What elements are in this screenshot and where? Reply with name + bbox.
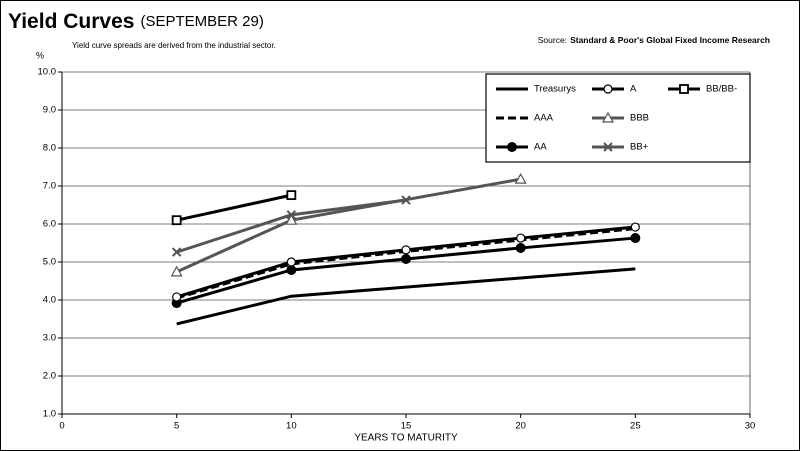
title-main: Yield Curves xyxy=(8,10,134,33)
marker xyxy=(171,215,182,226)
marker xyxy=(507,142,517,152)
marker xyxy=(286,210,297,220)
marker xyxy=(286,264,297,275)
y-tick-label: 8.0 xyxy=(43,143,56,154)
marker xyxy=(603,142,613,152)
marker xyxy=(172,292,182,302)
x-tick-label: 0 xyxy=(59,421,64,432)
legend-label: BBB xyxy=(630,113,649,124)
title-note: (SEPTEMBER 29) xyxy=(140,13,263,30)
legend-label: A xyxy=(630,84,637,95)
x-axis-label: YEARS TO MATURITY xyxy=(354,433,458,444)
y-tick-label: 9.0 xyxy=(43,105,56,116)
marker xyxy=(603,84,613,94)
legend-label: Treasurys xyxy=(534,84,576,95)
series-line xyxy=(176,267,636,326)
source-name: Standard & Poor's Global Fixed Income Re… xyxy=(570,35,770,45)
marker xyxy=(171,247,182,257)
series-line xyxy=(176,193,292,222)
marker xyxy=(286,257,296,267)
marker xyxy=(401,195,411,205)
y-tick-label: 3.0 xyxy=(43,333,56,344)
x-tick-label: 30 xyxy=(745,421,756,432)
x-tick-label: 10 xyxy=(286,421,297,432)
marker xyxy=(170,265,183,277)
y-tick-label: 1.0 xyxy=(43,409,56,420)
y-tick-label: 7.0 xyxy=(43,181,56,192)
legend-label: AAA xyxy=(534,113,554,124)
marker xyxy=(286,190,297,201)
y-tick-label: 4.0 xyxy=(43,295,56,306)
y-tick-label: 5.0 xyxy=(43,257,56,268)
marker xyxy=(285,213,298,225)
y-tick-label: 2.0 xyxy=(43,371,56,382)
legend-label: BB/BB- xyxy=(706,84,737,95)
marker xyxy=(630,233,641,244)
y-tick-label: 10.0 xyxy=(38,67,57,78)
marker xyxy=(401,245,411,255)
x-tick-label: 15 xyxy=(401,421,412,432)
marker xyxy=(401,253,411,264)
subtitle: Yield curve spreads are derived from the… xyxy=(72,41,276,50)
y-axis-label: % xyxy=(36,50,44,60)
legend-label: BB+ xyxy=(630,142,649,153)
marker xyxy=(630,222,640,232)
source-label: Source: xyxy=(538,35,567,45)
x-tick-label: 25 xyxy=(630,421,641,432)
x-tick-label: 5 xyxy=(174,421,179,432)
y-tick-label: 6.0 xyxy=(43,219,56,230)
marker xyxy=(601,111,615,123)
marker xyxy=(679,84,689,94)
marker xyxy=(514,172,527,184)
x-tick-label: 20 xyxy=(515,421,526,432)
marker xyxy=(516,233,526,243)
source: Source: Standard & Poor's Global Fixed In… xyxy=(538,35,770,45)
chart-title: Yield Curves (SEPTEMBER 29) xyxy=(8,10,264,33)
marker xyxy=(515,242,526,253)
legend-label: AA xyxy=(534,142,547,153)
